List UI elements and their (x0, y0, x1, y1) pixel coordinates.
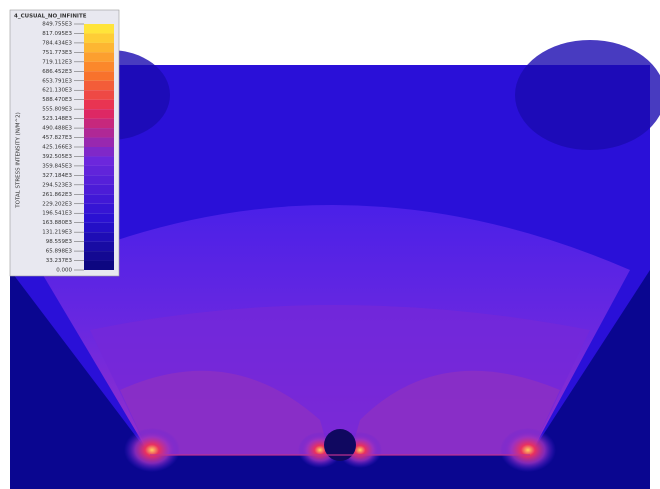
legend-swatch (84, 128, 114, 138)
legend-swatch (84, 175, 114, 185)
legend-level: 327.184E3 (42, 173, 72, 179)
legend-level: 65.898E3 (46, 249, 73, 255)
legend-level: 229.202E3 (42, 201, 72, 207)
legend-swatch (84, 232, 114, 242)
legend-level: 98.559E3 (46, 239, 73, 245)
legend-swatch (84, 165, 114, 176)
legend-level: 523.148E3 (42, 116, 72, 122)
legend-level: 621.130E3 (42, 88, 72, 94)
legend-level: 294.523E3 (42, 182, 72, 188)
legend-level: 261.862E3 (42, 192, 72, 198)
legend-level: 817.095E3 (42, 31, 72, 37)
legend-swatch (84, 260, 114, 270)
legend-swatch (84, 24, 114, 34)
legend-level: 849.755E3 (42, 22, 72, 28)
legend-level: 490.488E3 (42, 126, 72, 132)
legend-swatch (84, 42, 114, 53)
legend-level: 555.809E3 (42, 107, 72, 113)
legend-swatch (84, 99, 114, 110)
legend-swatch (84, 109, 114, 119)
legend-swatch (84, 118, 114, 129)
legend-level: 392.505E3 (42, 154, 72, 160)
legend-swatch (84, 194, 114, 204)
legend-swatch (84, 203, 114, 214)
legend-swatch (84, 90, 114, 100)
legend-swatch (84, 80, 114, 91)
legend-level: 425.166E3 (42, 145, 72, 151)
legend-level: 653.791E3 (42, 78, 72, 84)
legend-swatch (84, 156, 114, 166)
legend-level: 686.452E3 (42, 69, 72, 75)
legend-level: 131.219E3 (42, 230, 72, 236)
legend: 4_CUSUAL_NO_INFINITE TOTAL STRESS INTENS… (9, 9, 120, 277)
legend-level: 784.434E3 (42, 40, 72, 46)
legend-swatch (84, 241, 114, 252)
legend-level: 751.773E3 (42, 50, 72, 56)
legend-swatch (84, 137, 114, 147)
legend-swatch (84, 61, 114, 72)
legend-title: 4_CUSUAL_NO_INFINITE (14, 14, 87, 20)
legend-level: 163.880E3 (42, 220, 72, 226)
legend-level: 359.845E3 (42, 163, 72, 169)
legend-level: 33.237E3 (46, 258, 73, 264)
contour-plot (10, 40, 660, 489)
legend-swatch (84, 222, 114, 233)
legend-swatch (84, 184, 114, 195)
legend-swatch (84, 71, 114, 81)
legend-swatch (84, 213, 114, 223)
legend-axis-label: TOTAL STRESS INTENSITY (N/M^2) (16, 112, 22, 208)
legend-level: 457.827E3 (42, 135, 72, 141)
legend-swatch (84, 147, 114, 157)
legend-level: 0.000 (56, 268, 72, 274)
legend-level: 719.112E3 (42, 59, 72, 65)
legend-swatch (84, 251, 114, 261)
legend-swatch (84, 33, 114, 43)
legend-level: 588.470E3 (42, 97, 72, 103)
legend-swatch (84, 52, 114, 62)
legend-level: 196.541E3 (42, 211, 72, 217)
